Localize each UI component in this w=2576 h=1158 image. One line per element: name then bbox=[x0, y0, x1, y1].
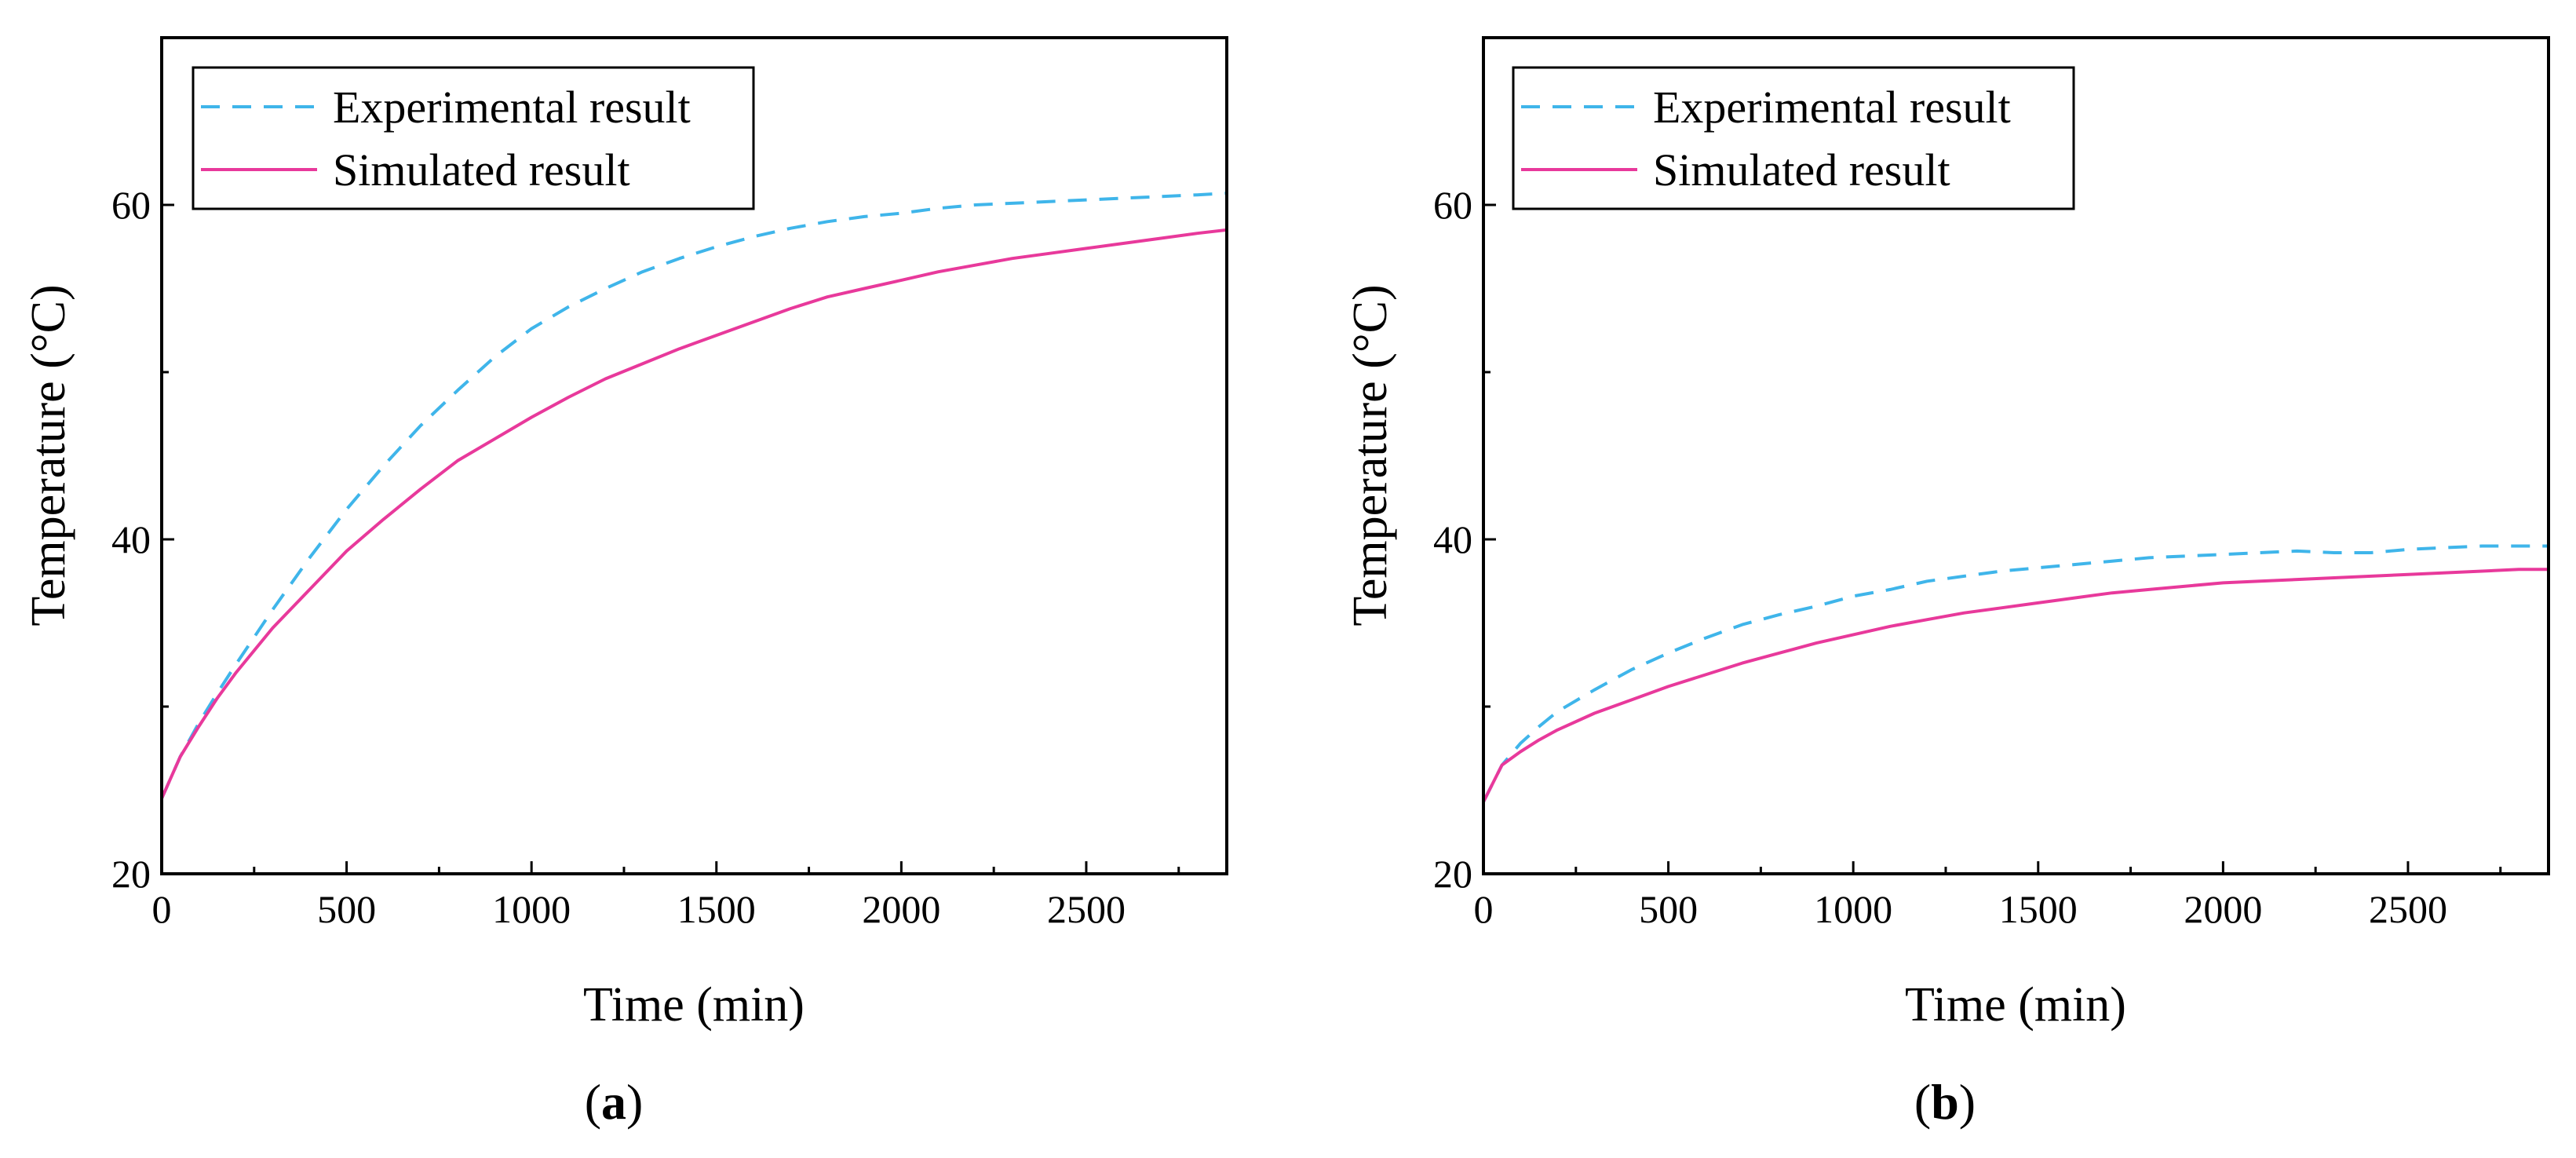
panel-label-b: (b) bbox=[1914, 1074, 1976, 1130]
series-line-experimental-a bbox=[162, 192, 1227, 799]
panel-label-a: (a) bbox=[585, 1074, 644, 1130]
legend-label-experimental-a: Experimental result bbox=[333, 82, 691, 133]
x-tick-label-500-b: 500 bbox=[1639, 887, 1698, 931]
x-tick-label-1000-b: 1000 bbox=[1814, 887, 1892, 931]
plot-frame-b bbox=[1482, 36, 2550, 875]
y-tick-label-20-b: 20 bbox=[1433, 852, 1472, 896]
legend-box-a bbox=[192, 66, 755, 210]
series-line-simulated-a bbox=[162, 228, 1227, 799]
y-axis-label-a: Temperature (°C) bbox=[22, 284, 75, 626]
x-tick-label-1500-a: 1500 bbox=[677, 887, 756, 931]
x-tick-label-2000-a: 2000 bbox=[862, 887, 940, 931]
x-tick-label-2000-b: 2000 bbox=[2184, 887, 2262, 931]
x-tick-label-500-a: 500 bbox=[317, 887, 376, 931]
legend-a: Experimental result Simulated result bbox=[192, 66, 755, 210]
legend-label-simulated-a: Simulated result bbox=[333, 144, 630, 195]
panel-a: 0 500 1000 1500 2000 2500 20 40 60 Time (min) Te… bbox=[22, 36, 1228, 1130]
x-axis-label-a: Time (min) bbox=[583, 978, 805, 1032]
plot-frame-a bbox=[160, 36, 1228, 875]
y-tick-label-40-a: 40 bbox=[111, 517, 151, 561]
legend-label-experimental-b: Experimental result bbox=[1653, 82, 2011, 133]
y-axis-label-b: Temperature (°C) bbox=[1344, 284, 1397, 626]
x-tick-label-2500-b: 2500 bbox=[2369, 887, 2447, 931]
legend-b: Experimental result Simulated result bbox=[1512, 66, 2075, 210]
y-tick-label-40-b: 40 bbox=[1433, 517, 1472, 561]
legend-box-b bbox=[1512, 66, 2075, 210]
x-tick-label-0-b: 0 bbox=[1474, 887, 1494, 931]
panel-b: 0 500 1000 1500 2000 2500 20 40 60 Time (min) Te… bbox=[1344, 36, 2550, 1130]
series-line-simulated-b bbox=[1483, 568, 2549, 803]
y-tick-label-60-b: 60 bbox=[1433, 183, 1472, 227]
x-axis-label-b: Time (min) bbox=[1905, 978, 2126, 1032]
y-tick-label-60-a: 60 bbox=[111, 183, 151, 227]
x-tick-label-2500-a: 2500 bbox=[1047, 887, 1126, 931]
y-tick-label-20-a: 20 bbox=[111, 852, 151, 896]
x-tick-label-0-a: 0 bbox=[152, 887, 172, 931]
series-line-experimental-b bbox=[1483, 544, 2549, 803]
x-tick-label-1500-b: 1500 bbox=[1999, 887, 2078, 931]
legend-label-simulated-b: Simulated result bbox=[1653, 144, 1950, 195]
x-tick-label-1000-a: 1000 bbox=[492, 887, 571, 931]
